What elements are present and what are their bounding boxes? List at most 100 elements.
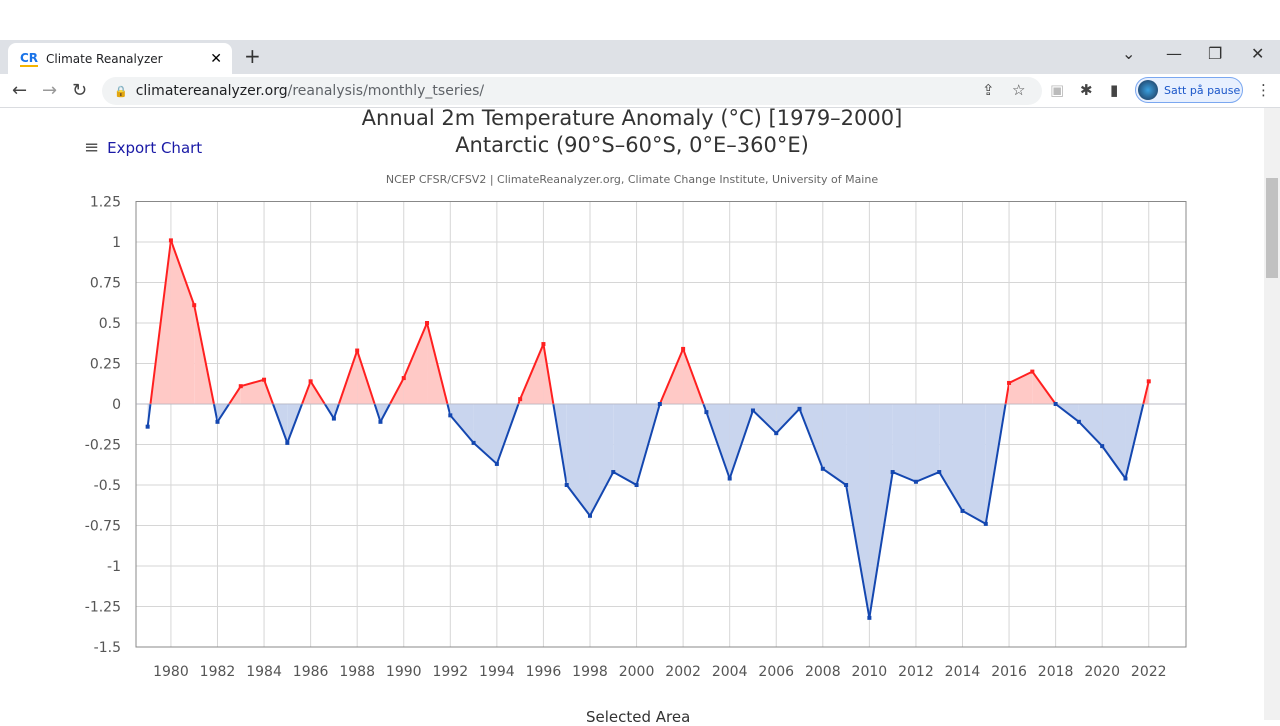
x-tick-label: 1996 [526,664,562,680]
negative-line-segment [1124,403,1145,479]
data-point [1146,379,1151,384]
positive-line-segment [240,378,265,388]
x-tick-label: 2020 [1084,664,1120,680]
y-tick-label: -0.25 [85,438,121,454]
negative-line-segment [775,408,801,434]
lock-icon: 🔒 [114,84,128,98]
plot-border [135,201,1187,648]
positive-line-segment [228,385,242,405]
data-point [378,419,383,424]
positive-area [240,379,265,404]
negative-line-segment [1055,403,1080,423]
data-point [1123,476,1128,481]
data-point [262,377,267,382]
x-tick-label: 1994 [479,664,515,680]
negative-area [1102,404,1126,479]
negative-area [589,404,614,516]
data-point [750,408,755,413]
y-tick-label: -1.25 [85,600,121,616]
chart-title: Annual 2m Temperature Anomaly (°C) [1979… [361,106,903,130]
y-tick-label: -0.5 [94,478,121,494]
restore-icon[interactable]: ❐ [1208,44,1223,63]
y-tick-label: -0.75 [85,519,121,535]
new-tab-icon[interactable]: + [244,44,261,68]
negative-line-segment [938,471,964,512]
x-tick-label: 2008 [805,664,841,680]
selected-area-label: Selected Area [586,708,691,726]
negative-line-segment [589,471,615,517]
data-point [1053,402,1058,406]
positive-line-segment [149,240,172,405]
data-point [727,476,732,481]
negative-line-segment [552,403,568,486]
negative-line-segment [868,471,894,618]
negative-line-segment [379,403,391,423]
back-icon[interactable]: ← [12,80,28,101]
negative-area [473,404,497,464]
reload-icon[interactable]: ↻ [72,80,88,101]
positive-line-segment [337,350,359,405]
data-point [937,470,942,475]
negative-line-segment [705,411,731,479]
data-point [494,461,499,466]
export-label: Export Chart [107,138,203,157]
y-tick-label: 0.5 [99,316,121,332]
positive-line-segment [682,348,705,405]
bookmark-star-icon[interactable]: ☆ [1012,81,1026,99]
data-point [541,342,546,347]
data-point [704,410,709,415]
forward-icon[interactable]: → [42,80,58,101]
browser-tab[interactable]: CR Climate Reanalyzer ✕ [8,43,232,74]
data-point [913,479,918,484]
share-icon[interactable]: ⇪ [982,81,995,99]
positive-line-segment [1031,371,1057,405]
data-point [1030,369,1035,374]
data-point [774,431,779,436]
data-point [634,483,639,487]
positive-line-segment [402,322,428,379]
negative-line-segment [216,403,230,423]
negative-line-segment [472,442,498,465]
data-point [890,470,895,475]
close-tab-icon[interactable]: ✕ [210,50,222,67]
address-bar[interactable]: 🔒 climatereanalyzer.org/reanalysis/month… [102,77,1042,105]
positive-line-segment [519,343,545,400]
data-point [867,615,872,620]
data-point [145,424,150,429]
scrollbar[interactable] [1264,108,1280,720]
profile-button[interactable]: Satt på pause [1135,77,1243,103]
data-point [1076,419,1081,424]
data-point [960,508,965,513]
profile-label: Satt på pause [1164,83,1241,97]
tab-search-chevron-icon[interactable]: ⌄ [1122,44,1136,63]
negative-line-segment [286,403,303,444]
negative-line-segment [323,403,335,420]
negative-area [566,404,590,516]
x-tick-label: 1990 [386,664,422,680]
data-point [844,483,849,487]
data-point [587,513,592,518]
y-tick-label: 0.25 [90,357,121,373]
negative-line-segment [845,484,871,619]
close-window-icon[interactable]: ✕ [1251,44,1265,63]
data-point [308,379,313,384]
positive-line-segment [169,240,196,306]
positive-area [403,323,428,404]
positive-line-segment [301,380,312,405]
x-tick-label: 2002 [665,664,701,680]
positive-area [1009,371,1033,404]
export-chart-button[interactable]: ≡ Export Chart [84,137,202,158]
data-point [401,376,406,381]
y-tick-label: -1 [107,559,121,575]
negative-line-segment [728,410,754,479]
negative-line-segment [822,467,847,486]
menu-dots-icon[interactable]: ⋮ [1256,81,1271,99]
minimize-icon[interactable]: — [1166,44,1182,63]
extension-icon[interactable]: ▣ [1050,81,1065,99]
puzzle-extensions-icon[interactable]: ✱ [1080,81,1093,99]
negative-area [962,404,986,524]
x-tick-label: 2004 [712,664,748,680]
scrollbar-thumb[interactable] [1266,178,1278,278]
side-panel-icon[interactable]: ▮ [1110,81,1119,99]
data-point [1100,444,1105,449]
